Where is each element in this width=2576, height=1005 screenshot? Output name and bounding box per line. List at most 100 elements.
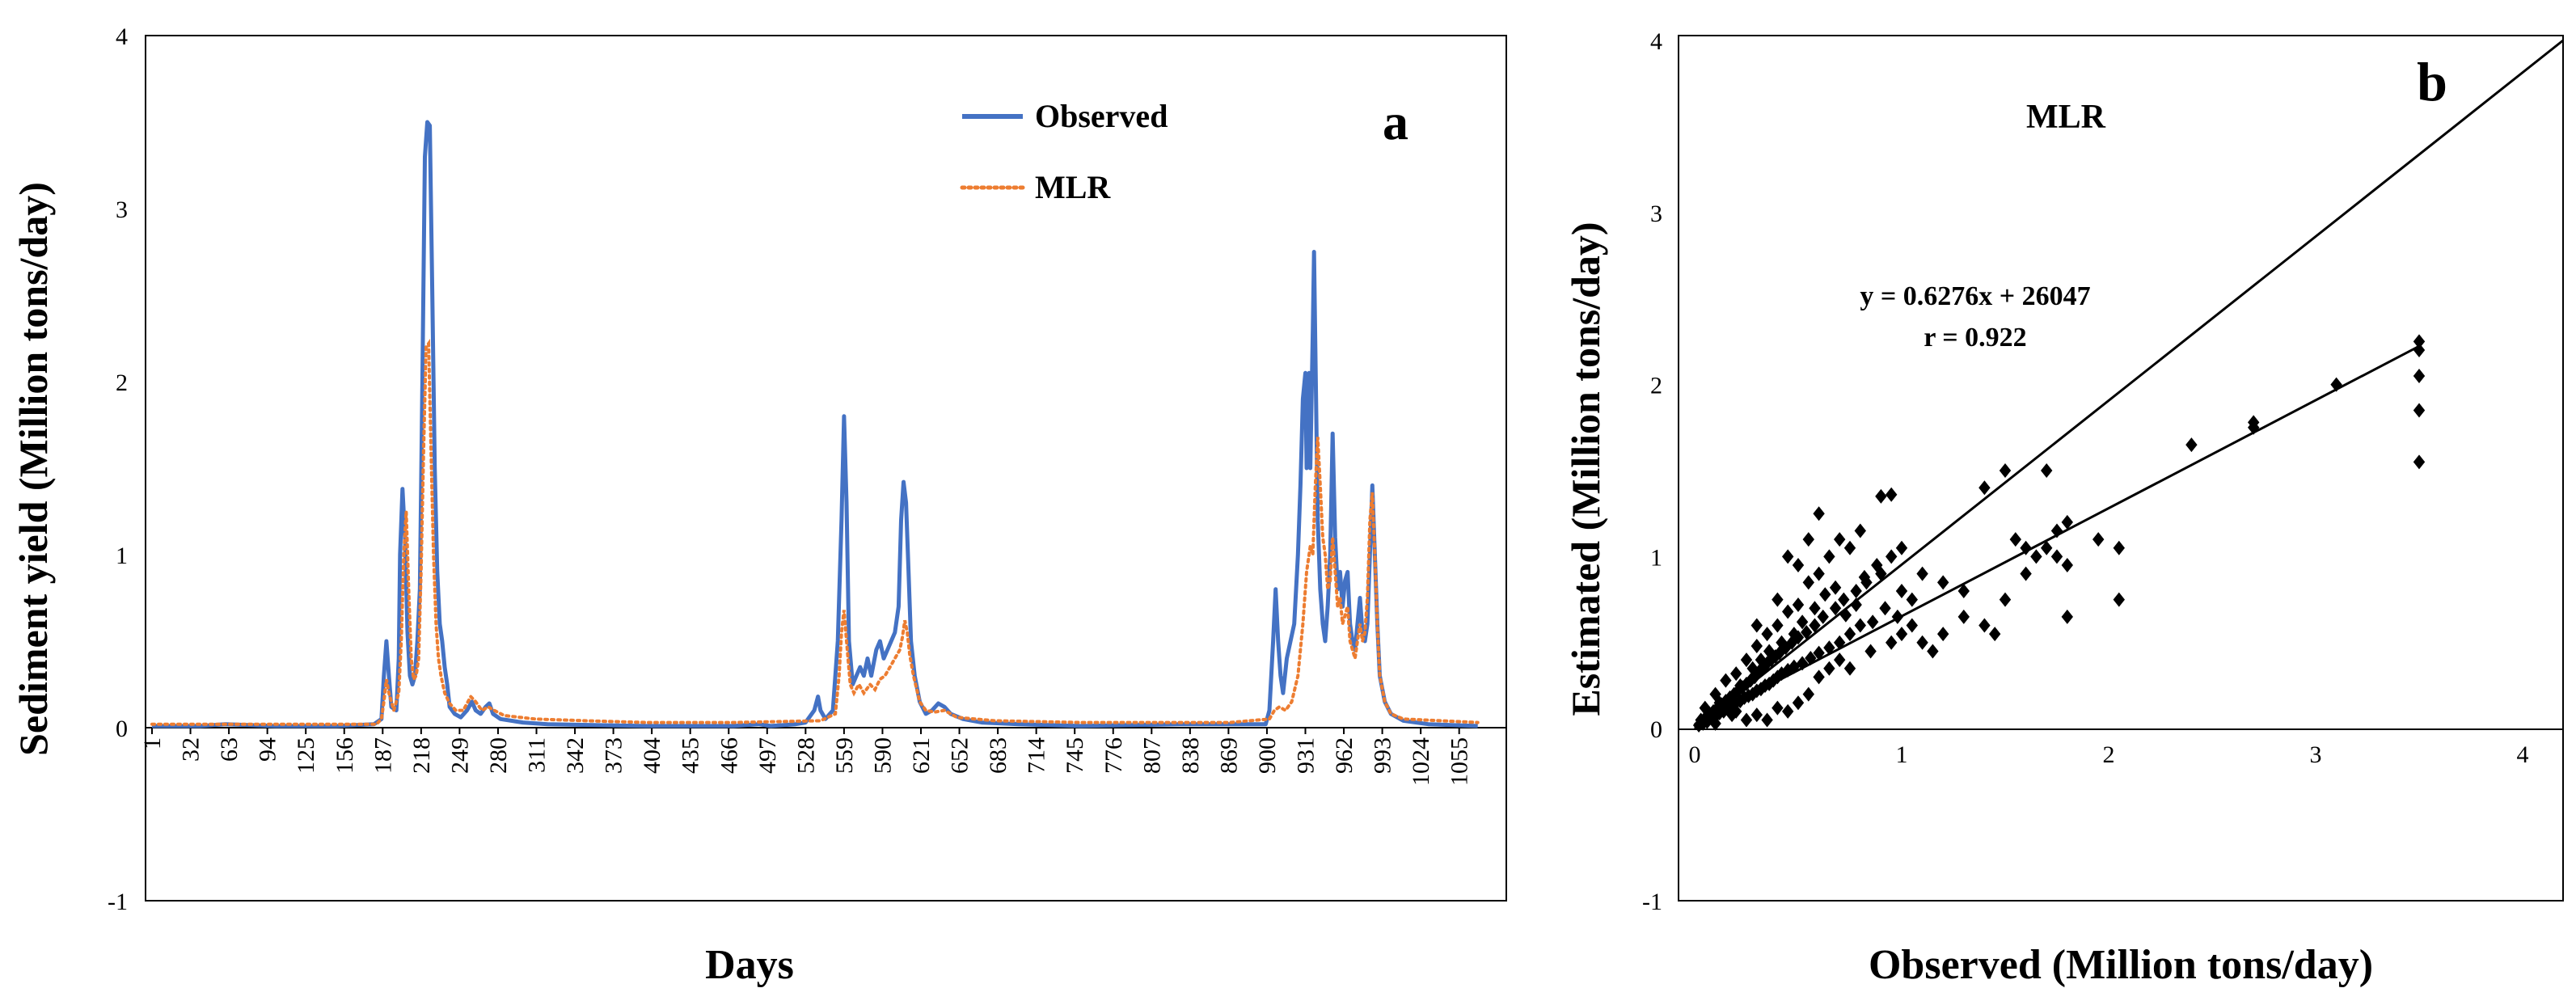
scatter-point — [1813, 506, 1825, 522]
scatter-point — [1819, 587, 1831, 602]
scatter-point — [1809, 618, 1821, 633]
scatter-point — [1802, 575, 1814, 590]
scatter-point — [1813, 669, 1825, 685]
scatter-point — [1802, 686, 1814, 702]
scatter-point — [1895, 540, 1908, 555]
scatter-point — [1989, 627, 2001, 642]
scatter-point — [2020, 566, 2032, 581]
scatter-point — [1772, 700, 1784, 716]
x-tick-label: 621 — [908, 737, 935, 774]
panel-b-title: MLR — [2026, 99, 2106, 136]
x-tick-label: 497 — [754, 737, 781, 774]
x-tick-label: 373 — [601, 737, 627, 774]
panel-a-x-ticks: 1 32 63 94 125 156 187 218 249 280 311 342 373 404 435… — [139, 728, 1473, 786]
x-tick-label: 435 — [678, 737, 704, 774]
scatter-point — [1834, 652, 1846, 668]
scatter-point — [1916, 635, 1928, 650]
scatter-point — [1725, 707, 1738, 723]
scatter-point — [1709, 716, 1721, 731]
scatter-point — [1699, 700, 1711, 716]
x-tick-label: 32 — [178, 737, 205, 762]
y-tick-label: 4 — [116, 23, 128, 50]
x-tick-label: 962 — [1331, 737, 1358, 774]
x-tick-label: 218 — [408, 737, 435, 774]
x-tick-label: 280 — [485, 737, 512, 774]
scatter-point — [1937, 575, 1949, 590]
scatter-point — [1850, 583, 1862, 598]
scatter-point — [1805, 650, 1817, 665]
scatter-point — [2061, 609, 2073, 624]
scatter-point — [2413, 334, 2426, 349]
scatter-point — [1773, 645, 1786, 661]
scatter-point — [1886, 635, 1898, 650]
scatter-point — [1788, 627, 1801, 642]
scatter-point — [1761, 712, 1773, 728]
x-tick-label: 187 — [370, 737, 396, 774]
scatter-point — [1895, 627, 1908, 642]
x-tick-label: 683 — [985, 737, 1011, 774]
panel-a-y-axis-label: Sediment yield (Million tons/day) — [11, 182, 56, 756]
x-tick-label: 900 — [1254, 737, 1281, 774]
scatter-point — [1707, 703, 1720, 719]
x-tick-label: 466 — [716, 737, 742, 774]
legend-mlr-label: MLR — [1035, 169, 1111, 205]
x-tick-label: 156 — [332, 737, 358, 774]
scatter-point — [2050, 549, 2063, 564]
scatter-point — [1802, 532, 1814, 547]
x-tick-label: 559 — [831, 737, 858, 774]
one-to-one-line — [1694, 39, 2564, 730]
scatter-point — [2020, 540, 2032, 555]
x-tick-label: 528 — [792, 737, 819, 774]
x-tick-label: 869 — [1215, 737, 1242, 774]
panel-a-label: a — [1383, 93, 1408, 150]
y-tick-label: 3 — [1650, 201, 1662, 227]
x-tick-label: 745 — [1062, 737, 1088, 774]
y-tick-label: 1 — [1650, 544, 1662, 571]
scatter-point — [1927, 644, 1939, 659]
scatter-point — [2413, 403, 2426, 418]
scatter-point — [1906, 618, 1918, 633]
scatter-point — [2061, 558, 2073, 573]
x-tick-label: 1 — [139, 737, 166, 750]
scatter-point — [1866, 614, 1879, 630]
x-tick-label: 125 — [293, 737, 319, 774]
scatter-point — [1813, 645, 1825, 661]
scatter-point — [2092, 532, 2105, 547]
scatter-point — [1763, 644, 1776, 659]
x-tick-label: 311 — [524, 737, 551, 773]
x-tick-label: 714 — [1024, 737, 1050, 774]
scatter-point — [1895, 583, 1908, 598]
scatter-point — [2330, 377, 2342, 392]
scatter-point — [1838, 592, 1850, 607]
scatter-point — [1801, 625, 1813, 640]
scatter-point — [1713, 695, 1725, 711]
scatter-point — [2113, 540, 2125, 555]
scatter-point — [2248, 415, 2260, 430]
scatter-point — [1740, 676, 1753, 691]
x-tick-label: 807 — [1138, 737, 1165, 774]
x-tick-label: 0 — [1689, 741, 1701, 768]
scatter-point — [1782, 703, 1794, 719]
scatter-point — [1740, 652, 1753, 668]
x-tick-label: 3 — [2310, 741, 2322, 768]
x-tick-label: 342 — [562, 737, 589, 774]
scatter-point — [2050, 523, 2063, 538]
scatter-point — [1957, 609, 1970, 624]
scatter-point — [1891, 609, 1904, 624]
scatter-point — [1834, 532, 1846, 547]
scatter-point — [1792, 630, 1805, 645]
y-tick-label: 0 — [1650, 716, 1662, 743]
legend: Observed MLR — [960, 98, 1168, 205]
scatter-point — [1750, 618, 1763, 633]
x-tick-label: 931 — [1293, 737, 1320, 774]
scatter-point — [2009, 532, 2021, 547]
scatter-point — [1740, 712, 1753, 728]
panel-b-y-ticks: -1 0 1 2 3 4 — [1642, 28, 1662, 915]
scatter-point — [1796, 656, 1809, 671]
panel-b-x-ticks: 0 1 2 3 4 — [1689, 741, 2529, 768]
x-tick-label: 2 — [2103, 741, 2115, 768]
scatter-point — [1823, 661, 1835, 676]
